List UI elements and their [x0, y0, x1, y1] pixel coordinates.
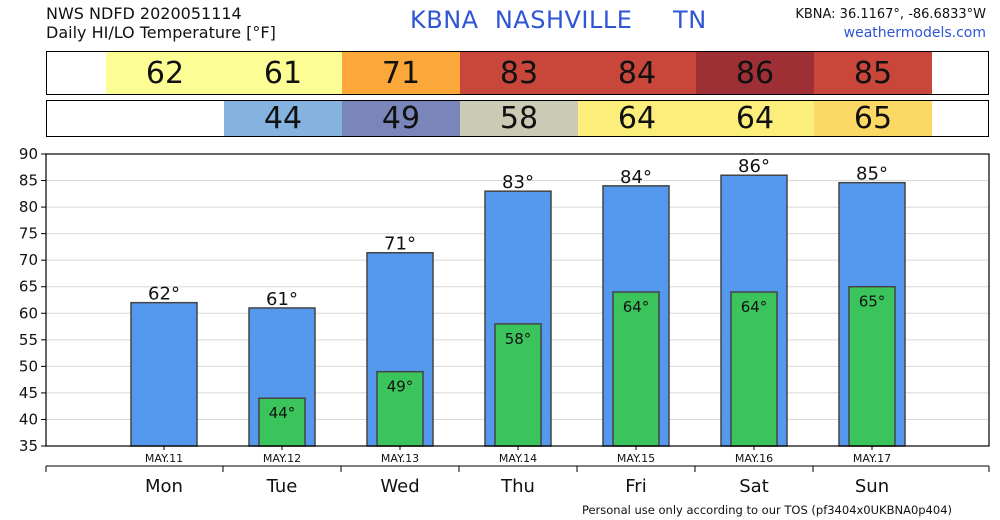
- high-temp-row: 62 61 71 83 84 86 85: [46, 51, 989, 95]
- high-value-label: 84°: [620, 167, 652, 188]
- high-temp-cell: 71: [342, 52, 460, 94]
- date-label: MAY.12: [263, 452, 301, 465]
- low-value-label: 49°: [387, 378, 414, 396]
- low-temp-cell: 44: [224, 101, 342, 136]
- y-tick-label: 75: [19, 225, 38, 243]
- y-tick-label: 60: [19, 304, 38, 322]
- high-value-label: 61°: [266, 289, 298, 310]
- high-temp-cell: 84: [578, 52, 696, 94]
- low-bar: [848, 285, 896, 447]
- day-label: Wed: [380, 476, 419, 497]
- low-bar: [494, 323, 542, 447]
- day-label: Tue: [266, 476, 298, 497]
- date-label: MAY.15: [617, 452, 655, 465]
- high-value-label: 62°: [148, 284, 180, 305]
- high-bar: [130, 301, 198, 447]
- header-right: KBNA: 36.1167°, -86.6833°W weathermodels…: [795, 5, 986, 43]
- chart-subtitle: Daily HI/LO Temperature [°F]: [46, 23, 276, 42]
- low-temp-cell: 64: [696, 101, 814, 136]
- y-tick-label: 55: [19, 331, 38, 349]
- y-tick-label: 40: [19, 410, 38, 428]
- date-label: MAY.13: [381, 452, 419, 465]
- low-bar: [258, 397, 306, 447]
- low-temp-cell: [106, 101, 224, 136]
- high-value-label: 85°: [856, 164, 888, 185]
- y-tick-label: 45: [19, 384, 38, 402]
- low-value-label: 58°: [505, 330, 532, 348]
- date-label: MAY.16: [735, 452, 773, 465]
- day-label: Sun: [855, 476, 889, 497]
- day-label: Mon: [145, 476, 183, 497]
- y-tick-label: 80: [19, 198, 38, 216]
- temperature-chart: 35 40 45 50 55 60 65 70 75 80 85 90 62° MAY.11 Mon 61° 4…: [19, 145, 990, 497]
- high-temp-cell: 86: [696, 52, 814, 94]
- y-tick-label: 70: [19, 251, 38, 269]
- low-temp-cell: 65: [814, 101, 932, 136]
- station-coords: KBNA: 36.1167°, -86.6833°W: [795, 7, 986, 22]
- date-label: MAY.17: [853, 452, 891, 465]
- site-link[interactable]: weathermodels.com: [843, 25, 986, 41]
- low-value-label: 65°: [859, 293, 886, 311]
- low-value-label: 44°: [269, 404, 296, 422]
- tos-footer: Personal use only according to our TOS (…: [581, 503, 952, 517]
- y-tick-label: 65: [19, 278, 38, 296]
- day-label: Thu: [500, 476, 535, 497]
- station-title: KBNA NASHVILLE TN: [410, 6, 707, 34]
- date-label: MAY.14: [499, 452, 537, 465]
- low-value-label: 64°: [741, 298, 768, 316]
- low-temp-row: 44 49 58 64 64 65: [46, 100, 989, 137]
- header-left: NWS NDFD 2020051114 Daily HI/LO Temperat…: [46, 4, 276, 42]
- high-value-label: 86°: [738, 156, 770, 177]
- low-temp-cell: 64: [578, 101, 696, 136]
- date-label: MAY.11: [145, 452, 183, 465]
- high-value-label: 83°: [502, 172, 534, 193]
- high-temp-cell: 85: [814, 52, 932, 94]
- high-temp-cell: 83: [460, 52, 578, 94]
- y-tick-label: 35: [19, 437, 38, 455]
- high-temp-cell: 62: [106, 52, 224, 94]
- low-temp-cell: 49: [342, 101, 460, 136]
- day-label: Fri: [625, 476, 646, 497]
- y-tick-label: 85: [19, 172, 38, 190]
- y-tick-label: 90: [19, 145, 38, 163]
- high-temp-cell: 61: [224, 52, 342, 94]
- y-tick-label: 50: [19, 357, 38, 375]
- low-bar: [612, 291, 660, 447]
- day-label: Sat: [739, 476, 769, 497]
- low-temp-cell: 58: [460, 101, 578, 136]
- low-value-label: 64°: [623, 298, 650, 316]
- plot-frame: [45, 153, 990, 447]
- high-value-label: 71°: [384, 234, 416, 255]
- model-run-label: NWS NDFD 2020051114: [46, 4, 242, 23]
- low-bar: [376, 370, 424, 447]
